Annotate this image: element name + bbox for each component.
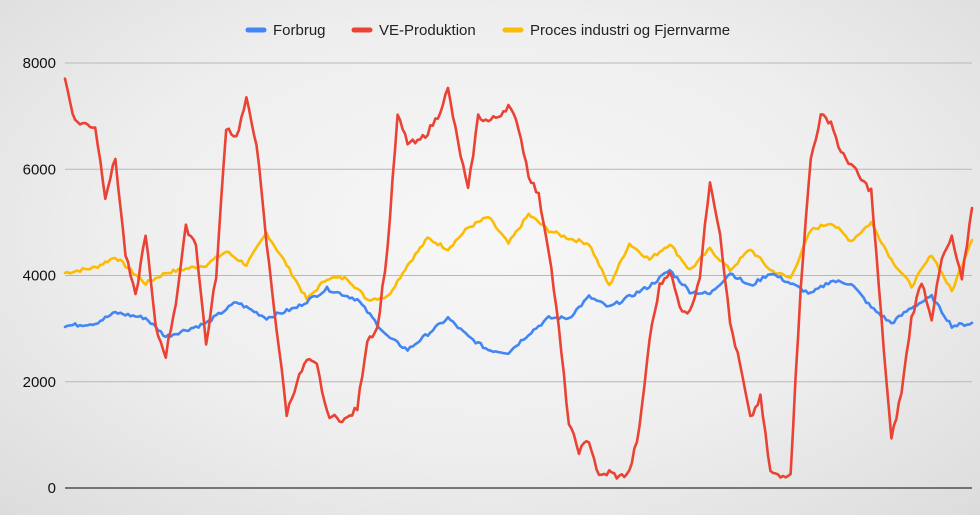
series-line-0: [63, 268, 974, 356]
y-tick-label: 6000: [23, 161, 56, 178]
y-tick-label: 8000: [23, 55, 56, 72]
y-tick-label: 4000: [23, 268, 56, 285]
y-tick-label: 2000: [23, 374, 56, 391]
series-line-1: [63, 77, 974, 480]
legend: Forbrug VE-Produktion Proces industri og F…: [245, 22, 730, 39]
y-tick-label: 0: [48, 480, 56, 497]
series-lines: [63, 77, 974, 480]
legend-label: Forbrug: [273, 22, 326, 39]
y-axis-ticks: 0 2000 4000 6000 8000: [23, 55, 56, 497]
legend-label: VE-Produktion: [379, 22, 476, 39]
legend-label: Proces industri og Fjernvarme: [530, 22, 730, 39]
grid: [65, 62, 972, 383]
series-line-2: [63, 212, 974, 303]
